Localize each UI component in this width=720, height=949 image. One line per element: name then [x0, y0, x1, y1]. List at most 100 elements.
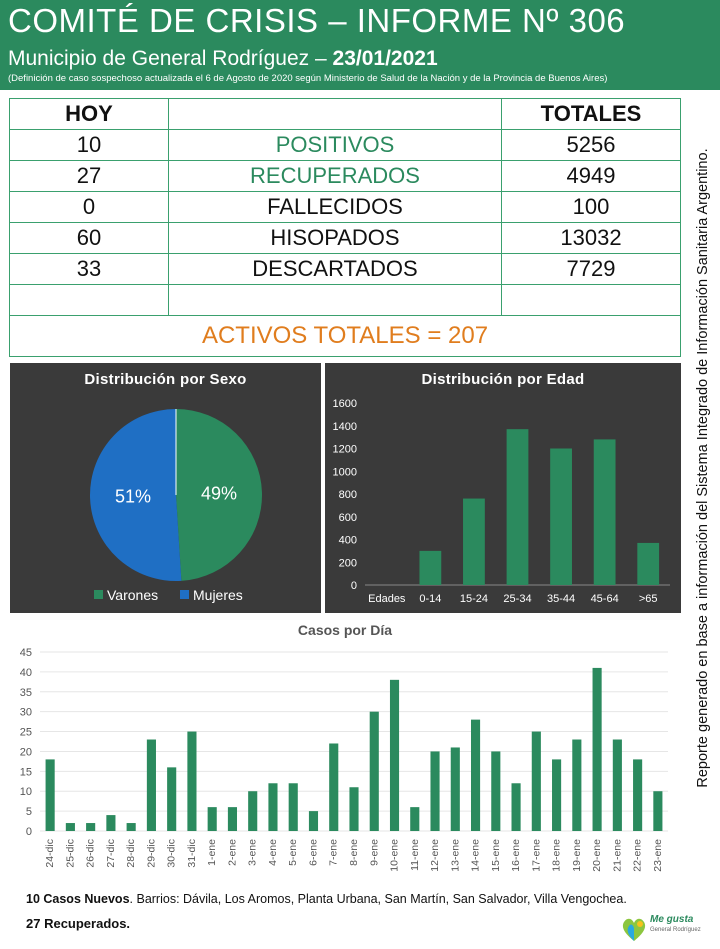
y-tick-label: 800 — [339, 489, 357, 501]
y-tick-label: 1000 — [333, 466, 357, 478]
pie-label: 51% — [115, 486, 151, 506]
table-row: 60 HISOPADOS 13032 — [9, 222, 681, 254]
report-subtitle: Municipio de General Rodríguez – 23/01/2… — [8, 47, 438, 71]
hoy-value: 33 — [9, 253, 169, 285]
x-tick-label: 7-ene — [328, 839, 340, 866]
report-header: COMITÉ DE CRISIS – INFORME Nº 306 Munici… — [0, 0, 720, 90]
total-value: 4949 — [501, 160, 681, 192]
x-tick-label: 30-dic — [166, 839, 178, 868]
total-value: 13032 — [501, 222, 681, 254]
age-bar->65 — [637, 542, 660, 585]
logo-text: Me gusta — [650, 914, 694, 925]
daily-bar-14-ene — [470, 719, 481, 831]
daily-bar-24-dic — [45, 759, 55, 831]
row-label: DESCARTADOS — [168, 253, 502, 285]
x-tick-label: 9-ene — [368, 839, 380, 866]
x-tick-label: >65 — [639, 593, 658, 605]
x-tick-label: 17-ene — [530, 839, 542, 872]
daily-bar-28-dic — [126, 823, 136, 831]
age-bar-45-64 — [593, 439, 616, 585]
x-tick-label: 23-ene — [652, 839, 664, 872]
daily-bar-31-dic — [187, 731, 197, 831]
daily-bar-18-ene — [552, 759, 562, 831]
daily-bar-21-ene — [612, 739, 622, 831]
x-tick-label: 29-dic — [145, 839, 157, 868]
total-value: 100 — [501, 191, 681, 223]
recovered-count: 27 Recuperados. — [26, 916, 131, 931]
daily-bar-27-dic — [106, 815, 116, 831]
daily-bar-26-dic — [86, 823, 96, 831]
age-chart-title: Distribución por Edad — [421, 371, 585, 388]
x-tick-label: 15-ene — [490, 839, 502, 872]
hoy-value: 0 — [9, 191, 169, 223]
sex-panel: Distribución por Sexo 49% 51% Varones Mujer… — [10, 363, 321, 613]
activos-totales: ACTIVOS TOTALES = 207 — [9, 315, 681, 357]
x-tick-label: 27-dic — [105, 839, 117, 868]
x-tick-label: 1-ene — [206, 839, 218, 866]
municipality-label: Municipio de General Rodríguez – — [8, 47, 327, 70]
table-row: 33 DESCARTADOS 7729 — [9, 253, 681, 285]
new-cases-line: 10 Casos Nuevos. Barrios: Dávila, Los Ar… — [26, 892, 627, 906]
daily-bar-15-ene — [491, 751, 501, 831]
daily-bar-2-ene — [227, 807, 238, 831]
daily-bar-6-ene — [308, 811, 319, 831]
new-cases-count: 10 Casos Nuevos — [26, 892, 130, 906]
col-label — [168, 98, 502, 130]
daily-bar-29-dic — [146, 739, 156, 831]
x-tick-label: 31-dic — [186, 839, 198, 868]
y-tick-label: 30 — [20, 707, 32, 719]
x-tick-label: 6-ene — [307, 839, 319, 866]
y-tick-label: 15 — [20, 766, 32, 778]
table-row: 27 RECUPERADOS 4949 — [9, 160, 681, 192]
x-tick-label: 4-ene — [267, 839, 279, 866]
y-tick-label: 600 — [339, 512, 357, 524]
sex-chart-title: Distribución por Sexo — [84, 371, 247, 388]
logo-subtext: General Rodríguez — [650, 927, 701, 933]
x-tick-label: 5-ene — [287, 839, 299, 866]
y-tick-label: 40 — [20, 667, 32, 679]
daily-bar-4-ene — [268, 783, 278, 831]
x-tick-label: 0-14 — [419, 593, 441, 605]
heart-icon — [622, 918, 646, 941]
daily-bar-25-dic — [65, 823, 75, 831]
me-gusta-logo: Me gusta General Rodríguez — [620, 912, 701, 946]
y-tick-label: 20 — [20, 746, 32, 758]
x-tick-label: 8-ene — [348, 839, 360, 866]
x-tick-label: 25-dic — [64, 839, 76, 868]
row-label: HISOPADOS — [168, 222, 502, 254]
y-tick-label: 200 — [339, 557, 357, 569]
sex-pie-chart: 49% 51% Varones Mujeres — [89, 409, 262, 603]
x-tick-label: 2-ene — [226, 839, 238, 866]
daily-chart-title: Casos por Día — [298, 622, 392, 638]
legend-label-varones: Varones — [107, 587, 158, 603]
x-tick-label: 20-ene — [591, 839, 603, 872]
daily-bar-23-ene — [653, 791, 663, 831]
x-tick-label: 19-ene — [571, 839, 583, 872]
stats-header-row: HOY TOTALES — [9, 98, 681, 130]
daily-bar-7-ene — [329, 743, 339, 831]
y-tick-label: 0 — [26, 826, 32, 838]
daily-bar-3-ene — [248, 791, 258, 831]
pie-slice-mujeres — [89, 409, 182, 581]
row-label: FALLECIDOS — [168, 191, 502, 223]
report-title: COMITÉ DE CRISIS – INFORME Nº 306 — [8, 2, 626, 39]
hoy-value: 10 — [9, 129, 169, 161]
daily-bar-19-ene — [572, 739, 582, 831]
age-bar-15-24 — [463, 498, 485, 585]
daily-bar-8-ene — [349, 787, 359, 831]
x-tick-label: 26-dic — [85, 839, 97, 868]
x-tick-label: 14-ene — [470, 839, 482, 872]
y-tick-label: 1400 — [333, 421, 357, 433]
x-tick-label: 25-34 — [503, 593, 531, 605]
hoy-value: 27 — [9, 160, 169, 192]
age-bar-35-44 — [550, 448, 572, 585]
daily-bar-12-ene — [430, 751, 440, 831]
legend-swatch-varones — [94, 590, 103, 599]
y-tick-label: 5 — [26, 806, 32, 818]
x-tick-label: 35-44 — [547, 593, 575, 605]
x-tick-label: 22-ene — [632, 839, 644, 872]
empty-cell — [9, 284, 169, 316]
y-tick-label: 1200 — [333, 444, 357, 456]
table-row: 10 POSITIVOS 5256 — [9, 129, 681, 161]
y-tick-label: 0 — [351, 580, 357, 592]
